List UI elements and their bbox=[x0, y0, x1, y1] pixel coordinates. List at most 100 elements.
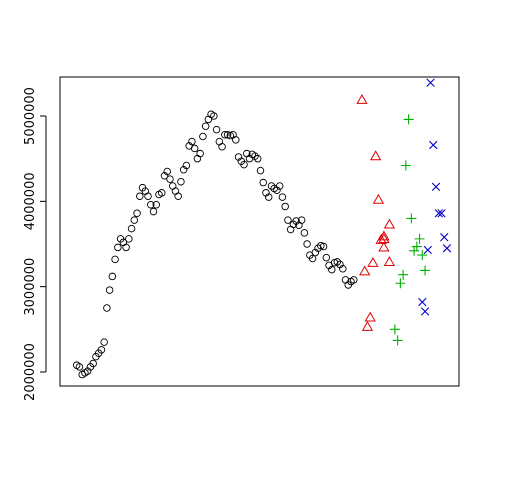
data-point-circle bbox=[311, 248, 320, 257]
data-point-circle bbox=[349, 276, 358, 284]
data-point-circle bbox=[232, 136, 240, 144]
data-point-plus bbox=[409, 245, 420, 256]
data-point-x bbox=[442, 244, 452, 253]
data-point-circle bbox=[144, 192, 152, 200]
plot-frame bbox=[59, 76, 460, 387]
data-point-circle bbox=[130, 216, 139, 224]
data-point-circle bbox=[264, 193, 273, 201]
data-point-circle bbox=[171, 187, 180, 195]
data-point-x bbox=[431, 182, 441, 192]
data-point-circle bbox=[83, 367, 92, 375]
data-point-plus bbox=[395, 278, 406, 289]
data-point-circle bbox=[336, 260, 344, 269]
data-point-circle bbox=[111, 255, 119, 264]
data-point-circle bbox=[314, 244, 322, 253]
data-point-x bbox=[426, 78, 435, 87]
data-point-circle bbox=[157, 189, 166, 197]
data-point-circle bbox=[193, 154, 202, 163]
data-point-circle bbox=[160, 171, 169, 180]
data-point-circle bbox=[210, 112, 218, 120]
data-point-circle bbox=[328, 265, 336, 274]
data-point-circle bbox=[133, 209, 141, 218]
data-point-triangle bbox=[383, 218, 396, 229]
data-point-circle bbox=[166, 175, 174, 183]
data-point-plus bbox=[417, 250, 428, 261]
data-point-circle bbox=[281, 202, 289, 211]
y-tick-label: 3000000 bbox=[23, 258, 38, 316]
data-point-circle bbox=[182, 161, 191, 170]
data-point-x bbox=[429, 140, 438, 150]
data-point-circle bbox=[177, 177, 185, 186]
data-point-circle bbox=[251, 152, 259, 160]
data-point-circle bbox=[179, 166, 188, 174]
y-tick-label: 2000000 bbox=[23, 343, 38, 401]
data-point-circle bbox=[259, 178, 267, 187]
data-point-triangle bbox=[378, 241, 390, 252]
data-point-circle bbox=[218, 142, 226, 151]
data-point-triangle bbox=[378, 233, 390, 243]
data-point-plus bbox=[420, 265, 431, 276]
series-x bbox=[418, 78, 452, 316]
y-axis: 2000000 3000000 4000000 5000000 bbox=[23, 87, 47, 401]
data-point-plus bbox=[392, 335, 403, 346]
data-point-plus bbox=[398, 269, 409, 280]
data-point-circle bbox=[267, 182, 276, 190]
data-point-circle bbox=[105, 286, 114, 294]
data-point-plus bbox=[403, 114, 414, 125]
series-triangle bbox=[356, 93, 396, 331]
data-point-circle bbox=[284, 216, 292, 224]
data-point-circle bbox=[100, 338, 108, 346]
data-point-circle bbox=[196, 149, 204, 158]
data-point-circle bbox=[212, 125, 221, 134]
data-point-plus bbox=[414, 233, 425, 244]
data-point-circle bbox=[174, 192, 182, 200]
data-point-plus bbox=[400, 160, 411, 171]
data-point-circle bbox=[163, 167, 171, 176]
data-point-triangle bbox=[375, 233, 387, 244]
y-tick-label: 5000000 bbox=[23, 87, 38, 145]
data-point-x bbox=[418, 297, 427, 307]
data-point-circle bbox=[339, 264, 347, 273]
data-point-circle bbox=[234, 153, 243, 161]
data-point-circle bbox=[152, 200, 161, 209]
data-point-circle bbox=[322, 253, 331, 262]
data-point-circle bbox=[149, 207, 158, 216]
data-point-circle bbox=[215, 137, 224, 146]
data-point-triangle bbox=[372, 193, 385, 204]
data-point-plus bbox=[411, 241, 422, 252]
series-circle bbox=[72, 110, 358, 379]
data-point-circle bbox=[319, 242, 328, 251]
data-point-circle bbox=[190, 144, 199, 153]
data-point-circle bbox=[127, 224, 136, 233]
data-point-circle bbox=[75, 363, 84, 371]
data-point-circle bbox=[300, 229, 309, 237]
data-point-x bbox=[423, 245, 432, 255]
data-point-circle bbox=[278, 193, 287, 201]
data-point-circle bbox=[136, 192, 144, 200]
data-point-triangle bbox=[359, 265, 371, 276]
data-point-circle bbox=[273, 186, 281, 194]
data-point-triangle bbox=[378, 230, 390, 241]
series-plus bbox=[389, 114, 431, 346]
data-point-circle bbox=[97, 346, 106, 354]
data-point-triangle bbox=[364, 311, 376, 322]
data-point-x bbox=[434, 209, 443, 218]
data-point-triangle bbox=[361, 320, 374, 331]
data-point-circle bbox=[188, 137, 196, 146]
data-point-circle bbox=[125, 235, 133, 243]
data-point-circle bbox=[286, 225, 295, 234]
data-point-circle bbox=[114, 243, 122, 252]
data-point-circle bbox=[240, 160, 248, 169]
data-point-x bbox=[440, 232, 449, 242]
data-point-circle bbox=[262, 189, 270, 197]
data-point-circle bbox=[275, 182, 284, 190]
data-point-circle bbox=[308, 254, 317, 263]
data-point-circle bbox=[221, 131, 229, 139]
data-point-circle bbox=[199, 132, 207, 141]
data-point-triangle bbox=[367, 256, 379, 267]
data-point-circle bbox=[89, 359, 97, 368]
data-point-circle bbox=[201, 122, 210, 130]
data-point-triangle bbox=[356, 93, 368, 104]
data-point-circle bbox=[253, 154, 262, 163]
